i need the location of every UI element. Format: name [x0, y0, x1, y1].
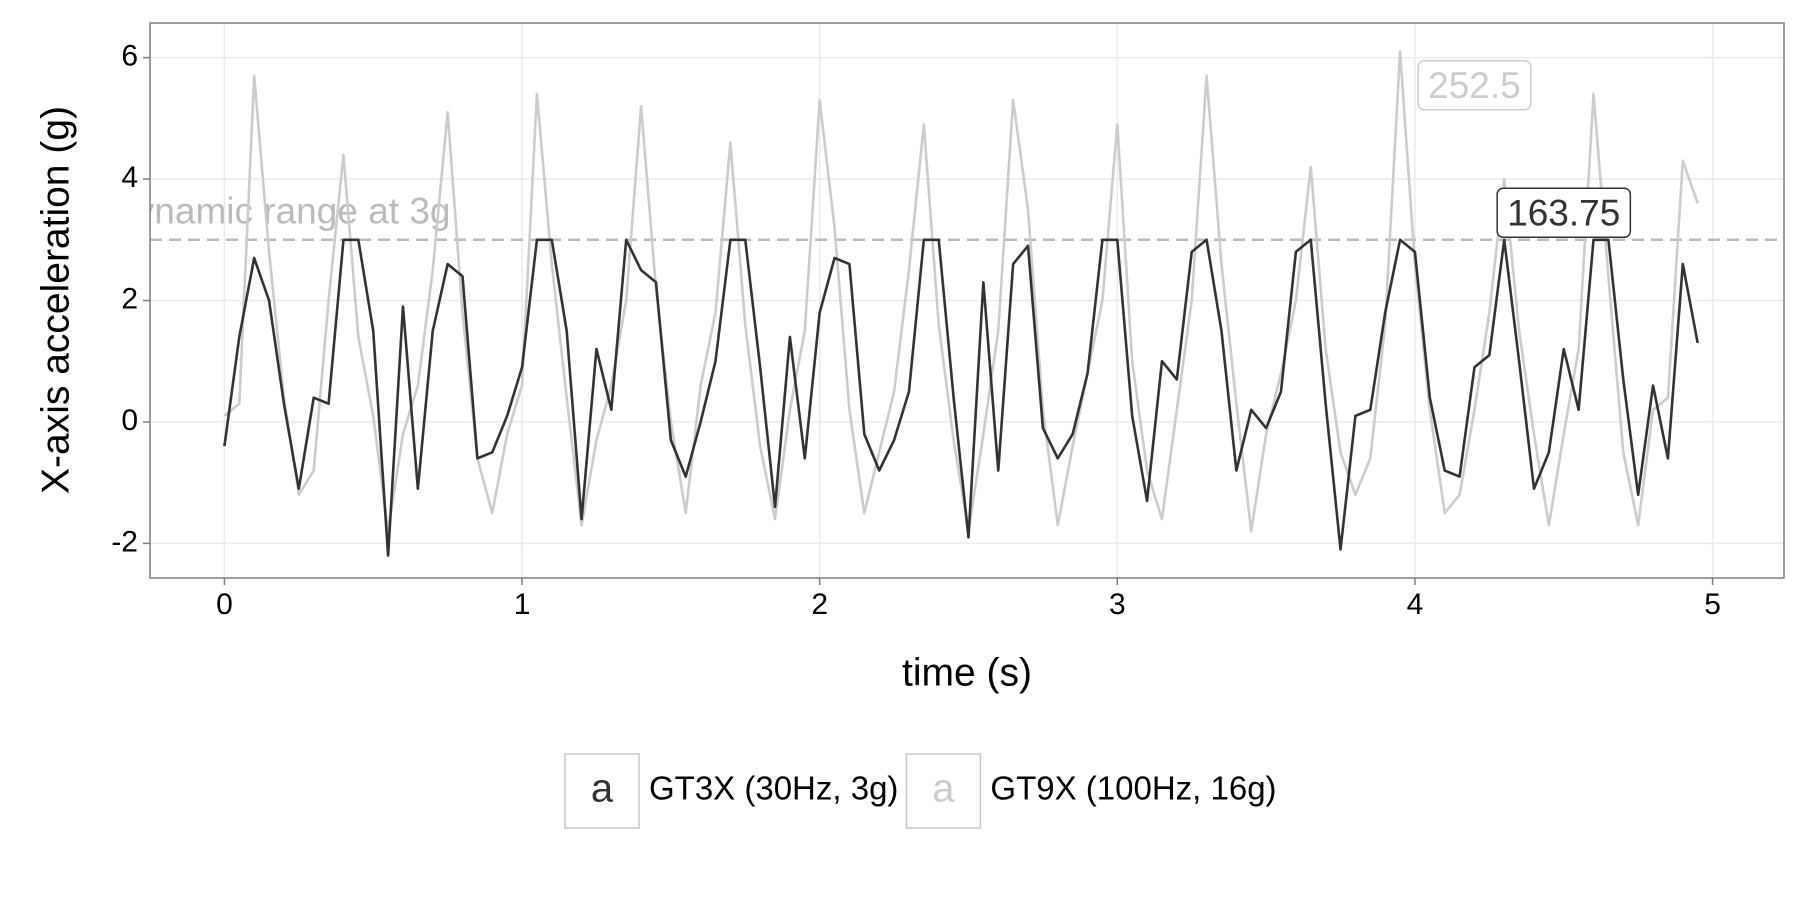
reference-label: GT3X dynamic range at 3g	[8, 191, 450, 232]
axes: -2 0 2 4 6 0 1 2 3 4 5	[111, 40, 1721, 621]
x-tick-label: 1	[514, 588, 531, 621]
legend-glyph: a	[932, 767, 955, 811]
y-tick-label: 2	[121, 282, 138, 315]
legend-label: GT9X (100Hz, 16g)	[990, 770, 1276, 807]
legend-glyph: a	[591, 767, 614, 811]
x-tick-label: 4	[1407, 588, 1424, 621]
y-axis-title: X-axis acceleration (g)	[34, 106, 77, 494]
legend-label: GT3X (30Hz, 3g)	[649, 770, 898, 807]
annotation-label: 163.75	[1507, 192, 1620, 233]
annotation: 163.75	[1496, 187, 1632, 239]
y-tick-label: 4	[121, 161, 138, 194]
y-tick-label: 0	[121, 404, 138, 437]
annotation-box	[1417, 60, 1532, 111]
annotation: 252.5	[1417, 60, 1532, 111]
annotation-box	[1496, 187, 1632, 239]
series-line	[223, 50, 1699, 533]
legend: a GT3X (30Hz, 3g) a GT9X (100Hz, 16g)	[564, 753, 1277, 829]
annotation-label: 252.5	[1428, 65, 1521, 106]
x-axis-title: time (s)	[902, 651, 1032, 694]
series-line	[223, 238, 1699, 557]
y-tick-label: 6	[121, 40, 138, 73]
legend-key	[905, 753, 982, 829]
legend-key	[564, 753, 640, 829]
plot-area: GT3X dynamic range at 3g	[8, 50, 1784, 557]
x-tick-label: 3	[1109, 588, 1126, 621]
x-tick-label: 0	[216, 588, 233, 621]
x-tick-label: 5	[1704, 588, 1721, 621]
x-tick-label: 2	[811, 588, 828, 621]
y-tick-label: -2	[111, 525, 138, 558]
